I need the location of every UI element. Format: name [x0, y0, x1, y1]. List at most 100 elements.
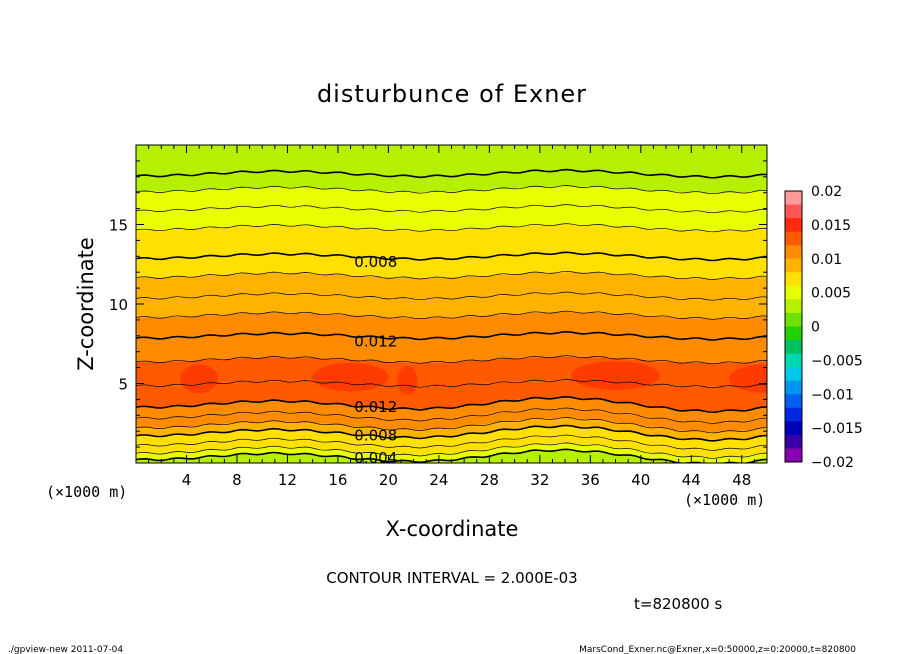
- footer-left: ./gpview-new 2011-07-04: [8, 645, 123, 654]
- contour-band: [136, 397, 767, 423]
- contour-lines: [136, 168, 767, 463]
- colorbar-swatch: [785, 231, 802, 246]
- contour-line: [136, 291, 767, 301]
- x-unit-right: (×1000 m): [684, 491, 765, 509]
- x-tick-label: 32: [530, 471, 549, 489]
- contour-maximum: [729, 364, 767, 394]
- contour-line: [136, 330, 767, 341]
- contour-line: [136, 434, 767, 451]
- contour-line: [136, 223, 767, 233]
- colorbar-swatch: [785, 448, 802, 463]
- x-tick-label: 40: [631, 471, 650, 489]
- contour-band: [136, 443, 767, 463]
- colorbar-tick-label: −0.01: [811, 387, 854, 403]
- colorbar-swatch: [785, 204, 802, 219]
- colorbar-tick-label: 0.02: [811, 184, 842, 200]
- contour-band: [136, 224, 767, 260]
- x-tick-label: 20: [379, 471, 398, 489]
- contour-band: [136, 426, 767, 450]
- contour-band: [136, 332, 767, 363]
- y-tick-label: 10: [109, 296, 128, 314]
- contour-band: [136, 253, 767, 279]
- plot-area: [136, 145, 767, 463]
- colorbar-swatch: [785, 394, 802, 409]
- colorbar-swatch: [785, 340, 802, 355]
- contour-label: 0.012: [354, 332, 397, 350]
- colorbar-swatch: [785, 407, 802, 422]
- colorbar-tick-label: −0.015: [811, 421, 863, 437]
- contour-maximum: [571, 361, 660, 390]
- colorbar-swatch: [785, 434, 802, 449]
- contour-line: [136, 270, 767, 280]
- contour-band: [136, 170, 767, 193]
- contour-line: [136, 407, 767, 424]
- x-axis-label: X-coordinate: [386, 517, 519, 541]
- contour-maximum: [312, 362, 389, 392]
- contour-band: [136, 145, 767, 177]
- x-tick-label: 16: [328, 471, 347, 489]
- x-tick-label: 24: [429, 471, 448, 489]
- colorbar-swatch: [785, 380, 802, 395]
- colorbar-tick-label: −0.02: [811, 455, 854, 471]
- contour-line: [136, 168, 767, 179]
- colorbar-swatch: [785, 191, 802, 206]
- contour-labels: 0.008 0.012 0.012 0.008 0.004: [354, 253, 397, 467]
- contour-label: 0.008: [354, 253, 397, 271]
- contour-line: [136, 355, 767, 365]
- colorbar-tick-label: −0.005: [811, 353, 863, 369]
- colorbar-swatch: [785, 272, 802, 287]
- contour-line: [136, 310, 767, 320]
- colorbar-tick-label: 0.01: [811, 252, 842, 268]
- x-tick-label: 12: [278, 471, 297, 489]
- contour-line: [136, 185, 767, 195]
- colorbar-swatch: [785, 299, 802, 314]
- y-axis-label: Z-coordinate: [74, 237, 98, 371]
- colorbar-swatch: [785, 285, 802, 300]
- x-unit-left: (×1000 m): [46, 483, 127, 501]
- contour-label: 0.004: [354, 449, 397, 467]
- colorbar-swatch: [785, 245, 802, 260]
- contour-label: 0.008: [354, 427, 397, 445]
- contour-line: [136, 417, 767, 434]
- contour-band: [136, 272, 767, 300]
- colorbar-swatch: [785, 312, 802, 327]
- contour-maximum: [397, 366, 418, 395]
- colorbar-swatch: [785, 258, 802, 273]
- contour-maximum: [180, 364, 219, 394]
- contour-band: [136, 293, 767, 319]
- colorbar-swatch: [785, 218, 802, 233]
- contour-line: [136, 251, 767, 262]
- contour-label: 0.012: [354, 398, 397, 416]
- colorbar-swatch: [785, 421, 802, 436]
- contour-band: [136, 205, 767, 231]
- contour-line: [136, 442, 767, 459]
- x-tick-label: 28: [480, 471, 499, 489]
- y-axis-ticks: 5 10 15: [109, 144, 767, 464]
- chart-title: disturbunce of Exner: [317, 80, 587, 108]
- x-tick-label: 44: [682, 471, 701, 489]
- contour-line: [136, 424, 767, 442]
- contour-line: [136, 204, 767, 214]
- colorbar-swatch: [785, 326, 802, 341]
- colorbar-tick-label: 0: [811, 320, 820, 336]
- x-tick-label: 4: [182, 471, 192, 489]
- colorbar-tick-label: 0.015: [811, 218, 851, 234]
- contour-line: [136, 379, 767, 389]
- colorbar-swatch: [785, 367, 802, 382]
- footer-right: MarsCond_Exner.nc@Exner,x=0:50000,z=0:20…: [579, 645, 856, 654]
- colorbar: 0.02 0.015 0.01 0.005 0 −0.005 −0.01 −0.015 −0.0…: [784, 184, 863, 471]
- contour-band: [136, 408, 767, 432]
- y-tick-label: 5: [118, 376, 128, 394]
- colorbar-tick-label: 0.005: [811, 286, 851, 302]
- contour-band: [136, 312, 767, 340]
- x-tick-label: 8: [232, 471, 242, 489]
- contour-interval-label: CONTOUR INTERVAL = 2.000E-03: [326, 569, 577, 587]
- x-tick-label: 36: [581, 471, 600, 489]
- time-label: t=820800 s: [634, 595, 722, 613]
- contour-line: [136, 395, 767, 414]
- colorbar-swatch: [785, 353, 802, 368]
- x-tick-label: 48: [732, 471, 751, 489]
- colorbar-frame: [784, 190, 803, 463]
- y-tick-label: 15: [109, 217, 128, 235]
